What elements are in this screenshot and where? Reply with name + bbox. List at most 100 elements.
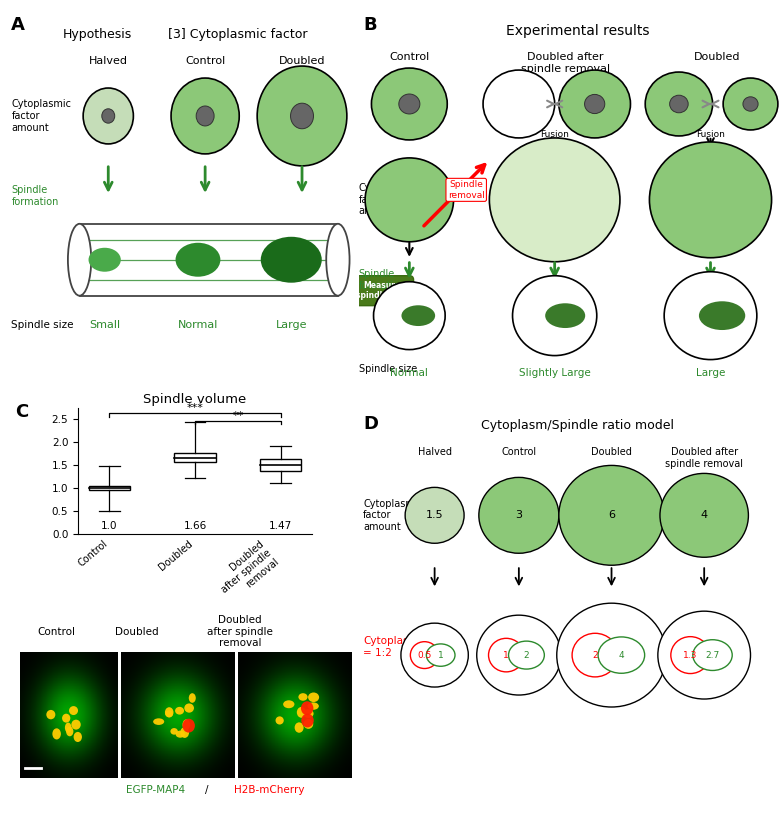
Text: 4: 4 [619,650,624,659]
Polygon shape [80,224,338,296]
Text: Cytoplasmic
factor
amount: Cytoplasmic factor amount [359,183,419,217]
Text: Hypothesis: Hypothesis [63,28,132,41]
Text: Doubled: Doubled [591,447,632,457]
Circle shape [670,95,688,112]
Text: Large: Large [275,319,307,329]
Circle shape [405,487,464,544]
Circle shape [102,108,115,123]
Circle shape [558,70,630,138]
Text: A: A [12,16,25,34]
Text: 6: 6 [608,510,615,520]
Circle shape [301,701,314,716]
Ellipse shape [303,709,314,718]
Text: B: B [363,16,377,34]
Ellipse shape [295,722,303,733]
Text: 1.5: 1.5 [426,510,443,520]
Circle shape [488,638,524,672]
Text: Doubled after
spindle removal: Doubled after spindle removal [520,52,610,73]
Circle shape [658,611,750,699]
Text: Normal: Normal [178,319,218,329]
Circle shape [557,603,666,707]
Ellipse shape [299,694,307,701]
Text: 0.5: 0.5 [417,650,431,659]
Text: 3: 3 [516,510,523,520]
Circle shape [197,106,215,126]
Ellipse shape [180,727,189,738]
Text: Normal: Normal [391,368,428,377]
Circle shape [512,275,597,355]
Text: Cytoplasmic
factor
amount: Cytoplasmic factor amount [12,99,72,133]
Circle shape [399,94,420,114]
Ellipse shape [303,719,314,729]
Circle shape [645,72,713,136]
Text: Fusion: Fusion [541,130,569,139]
Text: Doubled after
spindle removal: Doubled after spindle removal [665,447,743,469]
Circle shape [650,142,771,258]
Ellipse shape [68,224,91,296]
Circle shape [664,271,757,359]
Ellipse shape [62,714,70,723]
Ellipse shape [175,707,184,715]
Ellipse shape [153,718,165,725]
Ellipse shape [176,730,185,738]
Text: Spindle size: Spindle size [359,363,417,373]
Text: 1.66: 1.66 [183,521,207,531]
Ellipse shape [69,706,78,715]
Ellipse shape [297,707,306,718]
Circle shape [290,104,314,129]
Text: ***: *** [186,403,204,413]
Text: Control: Control [37,627,75,637]
Text: Control: Control [185,56,225,66]
Ellipse shape [165,711,173,717]
Title: Spindle volume: Spindle volume [144,394,246,407]
Text: Cytoplasm:Spindle
= 1:2: Cytoplasm:Spindle = 1:2 [363,637,461,658]
Circle shape [479,478,558,553]
Ellipse shape [307,703,319,710]
Circle shape [572,633,618,677]
Text: 4: 4 [700,510,707,520]
Text: **: ** [232,411,243,421]
Text: Doubled: Doubled [115,627,159,637]
Text: H2B-mCherry: H2B-mCherry [234,785,304,795]
Ellipse shape [66,727,73,736]
Text: 2.7: 2.7 [705,650,720,659]
Ellipse shape [65,723,72,733]
Text: 1.0: 1.0 [101,521,118,531]
Circle shape [584,95,604,113]
Text: Doubled
after spindle
removal: Doubled after spindle removal [207,615,273,648]
Text: Doubled: Doubled [693,52,740,62]
Text: 1: 1 [438,650,444,659]
Text: Cytoplasmic
factor
amount: Cytoplasmic factor amount [363,499,423,532]
Text: 2: 2 [592,650,598,659]
Ellipse shape [275,716,284,725]
Ellipse shape [699,302,745,330]
FancyBboxPatch shape [350,275,413,306]
Circle shape [365,158,454,242]
Text: /: / [205,785,208,795]
Text: 1.3: 1.3 [683,650,697,659]
Text: Slightly Large: Slightly Large [519,368,590,377]
Circle shape [477,615,561,695]
Ellipse shape [326,224,349,296]
Circle shape [374,282,445,350]
Bar [175,452,215,462]
Ellipse shape [165,707,173,717]
Ellipse shape [402,306,435,326]
Text: D: D [363,416,378,434]
Circle shape [183,719,195,733]
Text: Spindle
removal: Spindle removal [448,180,484,200]
Text: 2: 2 [523,650,530,659]
Text: Control: Control [389,52,430,62]
Text: Measure
spindle size: Measure spindle size [356,281,407,300]
Circle shape [171,78,239,154]
Text: Halved: Halved [417,447,452,457]
Circle shape [723,78,778,130]
Ellipse shape [176,243,221,277]
Ellipse shape [693,640,732,671]
Circle shape [671,637,710,673]
Circle shape [743,97,758,111]
Text: 1: 1 [503,650,509,659]
Text: Large: Large [696,368,725,377]
Text: Spindle size: Spindle size [12,319,74,329]
Ellipse shape [261,237,321,283]
